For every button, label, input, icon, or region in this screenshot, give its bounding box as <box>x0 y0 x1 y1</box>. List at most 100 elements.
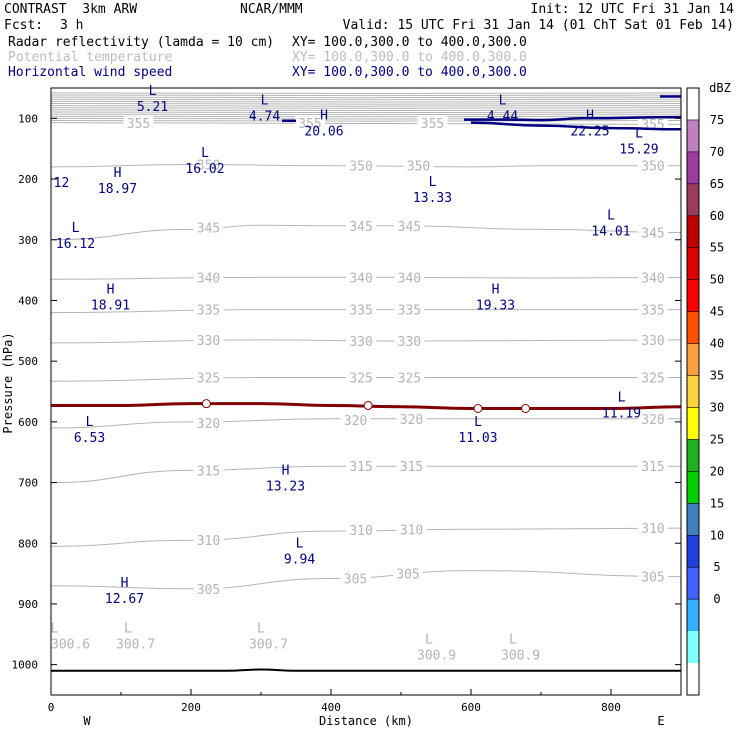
theta-band-line <box>51 103 681 105</box>
wind-extremum-value: 9.94 <box>284 552 315 567</box>
theta-label: 320 <box>344 414 367 429</box>
theta-label-bg <box>346 218 377 232</box>
axes: 0 200 400 600 800 100 200 300 400 500 600 700 800 900… <box>12 112 682 714</box>
colorbar-swatch <box>687 151 699 184</box>
theta-label: 355 <box>298 117 321 132</box>
theta-label-bg <box>193 157 224 171</box>
theta-extremum-value: 300.9 <box>417 648 456 663</box>
wind-extremum-value: 13.23 <box>266 480 305 495</box>
wind-extremum-letter: L <box>618 391 626 406</box>
field2-xy: XY= 100.0,300.0 to 400.0,300.0 <box>292 50 527 65</box>
colorbar-swatch <box>687 503 699 536</box>
colorbar-level-label: 25 <box>710 432 724 446</box>
theta-label: 335 <box>641 304 664 319</box>
theta-label-bg <box>638 370 668 384</box>
theta-label-bg <box>193 332 224 346</box>
theta-band-line <box>51 96 681 99</box>
theta-label: 355 <box>127 117 150 132</box>
y-tick-label: 300 <box>18 234 38 247</box>
theta-label: 325 <box>349 372 372 387</box>
colorbar-swatch <box>687 439 699 472</box>
y-tick-label: 400 <box>18 294 38 307</box>
colorbar-swatch <box>687 407 699 440</box>
theta-contour-325 <box>51 376 681 382</box>
theta-extremum-value: 300.9 <box>501 648 540 663</box>
theta-label-bg <box>193 581 224 595</box>
theta-label: 330 <box>349 335 372 350</box>
colorbar-level-label: 5 <box>713 560 720 574</box>
fcst-label: Fcst: <box>4 18 44 33</box>
colorbar-swatch <box>687 535 699 568</box>
theta-label: 350 <box>407 160 430 175</box>
colorbar-swatch <box>687 631 699 664</box>
freezing-marker <box>473 403 483 413</box>
theta-extremum-letter: L <box>509 632 517 647</box>
theta-label: 325 <box>641 372 664 387</box>
colorbar-level-label: 60 <box>710 209 724 223</box>
colorbar-level-label: 30 <box>710 400 724 414</box>
wind-extremum-value: 16.12 <box>56 237 95 252</box>
y-axis-label: Pressure (hPa) <box>1 332 15 433</box>
theta-label-bg <box>346 270 377 284</box>
theta-label-bg <box>346 522 377 536</box>
x-tick-label: 800 <box>601 701 621 714</box>
theta-label-bg <box>193 370 224 384</box>
theta-extremum-letter: L <box>124 621 132 636</box>
theta-label: 310 <box>400 523 423 538</box>
colorbar-swatch <box>687 471 699 504</box>
theta-label-bg <box>638 225 668 239</box>
theta-label-bg <box>346 158 377 172</box>
theta-label-bg <box>193 270 224 284</box>
theta-label-bg <box>340 413 371 427</box>
x-tick-label: 200 <box>181 701 201 714</box>
colorbar-swatch <box>687 567 699 600</box>
field2-title: Potential temperature <box>8 50 173 65</box>
theta-extremum-value: 300.6 <box>51 637 90 652</box>
wind-extremum-letter: L <box>474 415 482 430</box>
freezing-marker <box>521 403 531 413</box>
theta-contour-345 <box>51 224 681 241</box>
y-tick-label: 200 <box>18 173 38 186</box>
wind-extremum-letter: L <box>149 84 157 99</box>
theta-extremum-letter: L <box>257 621 265 636</box>
wind-extremum-value: 4.44 <box>487 109 518 124</box>
theta-label-bg <box>346 370 377 384</box>
freezing-marker <box>363 400 373 410</box>
theta-label-bg <box>396 411 427 425</box>
theta-band-line <box>51 113 681 116</box>
theta-label: 335 <box>349 304 372 319</box>
colorbar-level-label: 50 <box>710 273 724 287</box>
field3-title: Horizontal wind speed <box>8 65 173 80</box>
colorbar-level-label: 75 <box>710 113 724 127</box>
west-label: W <box>83 714 91 728</box>
theta-label: 305 <box>197 583 220 598</box>
wind-extremum-letter: H <box>320 108 328 123</box>
theta-contour-320 <box>51 418 681 429</box>
theta-label-bg <box>638 332 668 346</box>
wind-extremum-letter: L <box>296 536 304 551</box>
theta-label-bg <box>638 521 668 535</box>
wind-extremum-value: 18.97 <box>98 182 137 197</box>
theta-label-bg <box>346 302 377 316</box>
colorbar-unit: dBZ <box>709 81 731 95</box>
theta-label-bg <box>193 463 224 477</box>
theta-label: 330 <box>641 334 664 349</box>
theta-band-line <box>51 105 681 107</box>
terrain-line <box>51 668 681 672</box>
theta-label: 310 <box>641 522 664 537</box>
theta-label: 320 <box>197 417 220 432</box>
theta-label: 320 <box>400 413 423 428</box>
center-label: NCAR/MMM <box>240 2 303 17</box>
theta-contour-355 <box>51 122 681 125</box>
theta-label: 325 <box>398 372 421 387</box>
theta-label-bg <box>193 302 224 316</box>
theta-label: 345 <box>398 220 421 235</box>
theta-contour-305 <box>51 570 681 590</box>
wind-extremum-letter: L <box>607 209 615 224</box>
plot-area <box>51 88 681 695</box>
wind-extremum-value: 14.01 <box>591 225 630 240</box>
colorbar-level-label: 45 <box>710 305 724 319</box>
wind-extremum-value: 16.02 <box>185 162 224 177</box>
